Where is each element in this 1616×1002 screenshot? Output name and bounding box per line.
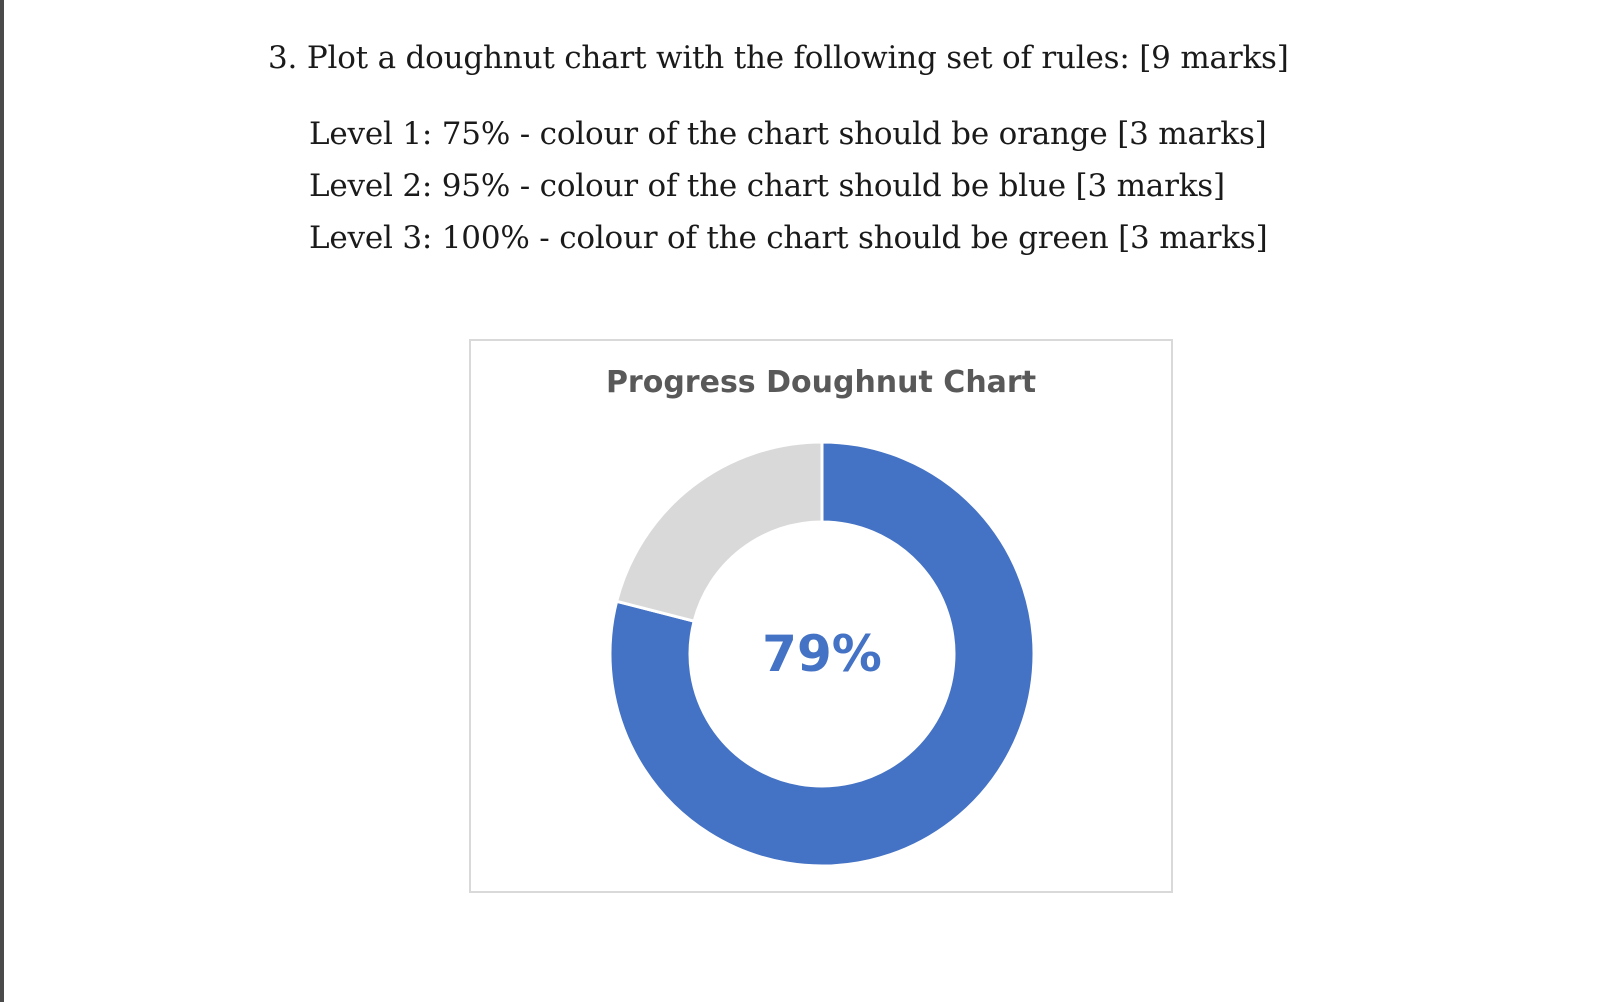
rules-list: Level 1: 75% - colour of the chart shoul… [309, 108, 1268, 264]
rule-level-3: Level 3: 100% - colour of the chart shou… [309, 220, 1268, 256]
doughnut-slice-remainder [614, 440, 824, 623]
doughnut-chart: Progress Doughnut Chart 79% [469, 339, 1173, 893]
rule-level-1: Level 1: 75% - colour of the chart shoul… [309, 116, 1267, 152]
question-heading: 3. Plot a doughnut chart with the follow… [268, 40, 1289, 76]
rule-level-2: Level 2: 95% - colour of the chart shoul… [309, 168, 1225, 204]
chart-title: Progress Doughnut Chart [605, 365, 1037, 400]
viewer-left-edge [0, 0, 4, 1002]
doughnut-slice-progress [608, 440, 1036, 868]
doughnut-svg: 79% [608, 440, 1036, 868]
center-percentage-label: 79% [762, 625, 882, 683]
